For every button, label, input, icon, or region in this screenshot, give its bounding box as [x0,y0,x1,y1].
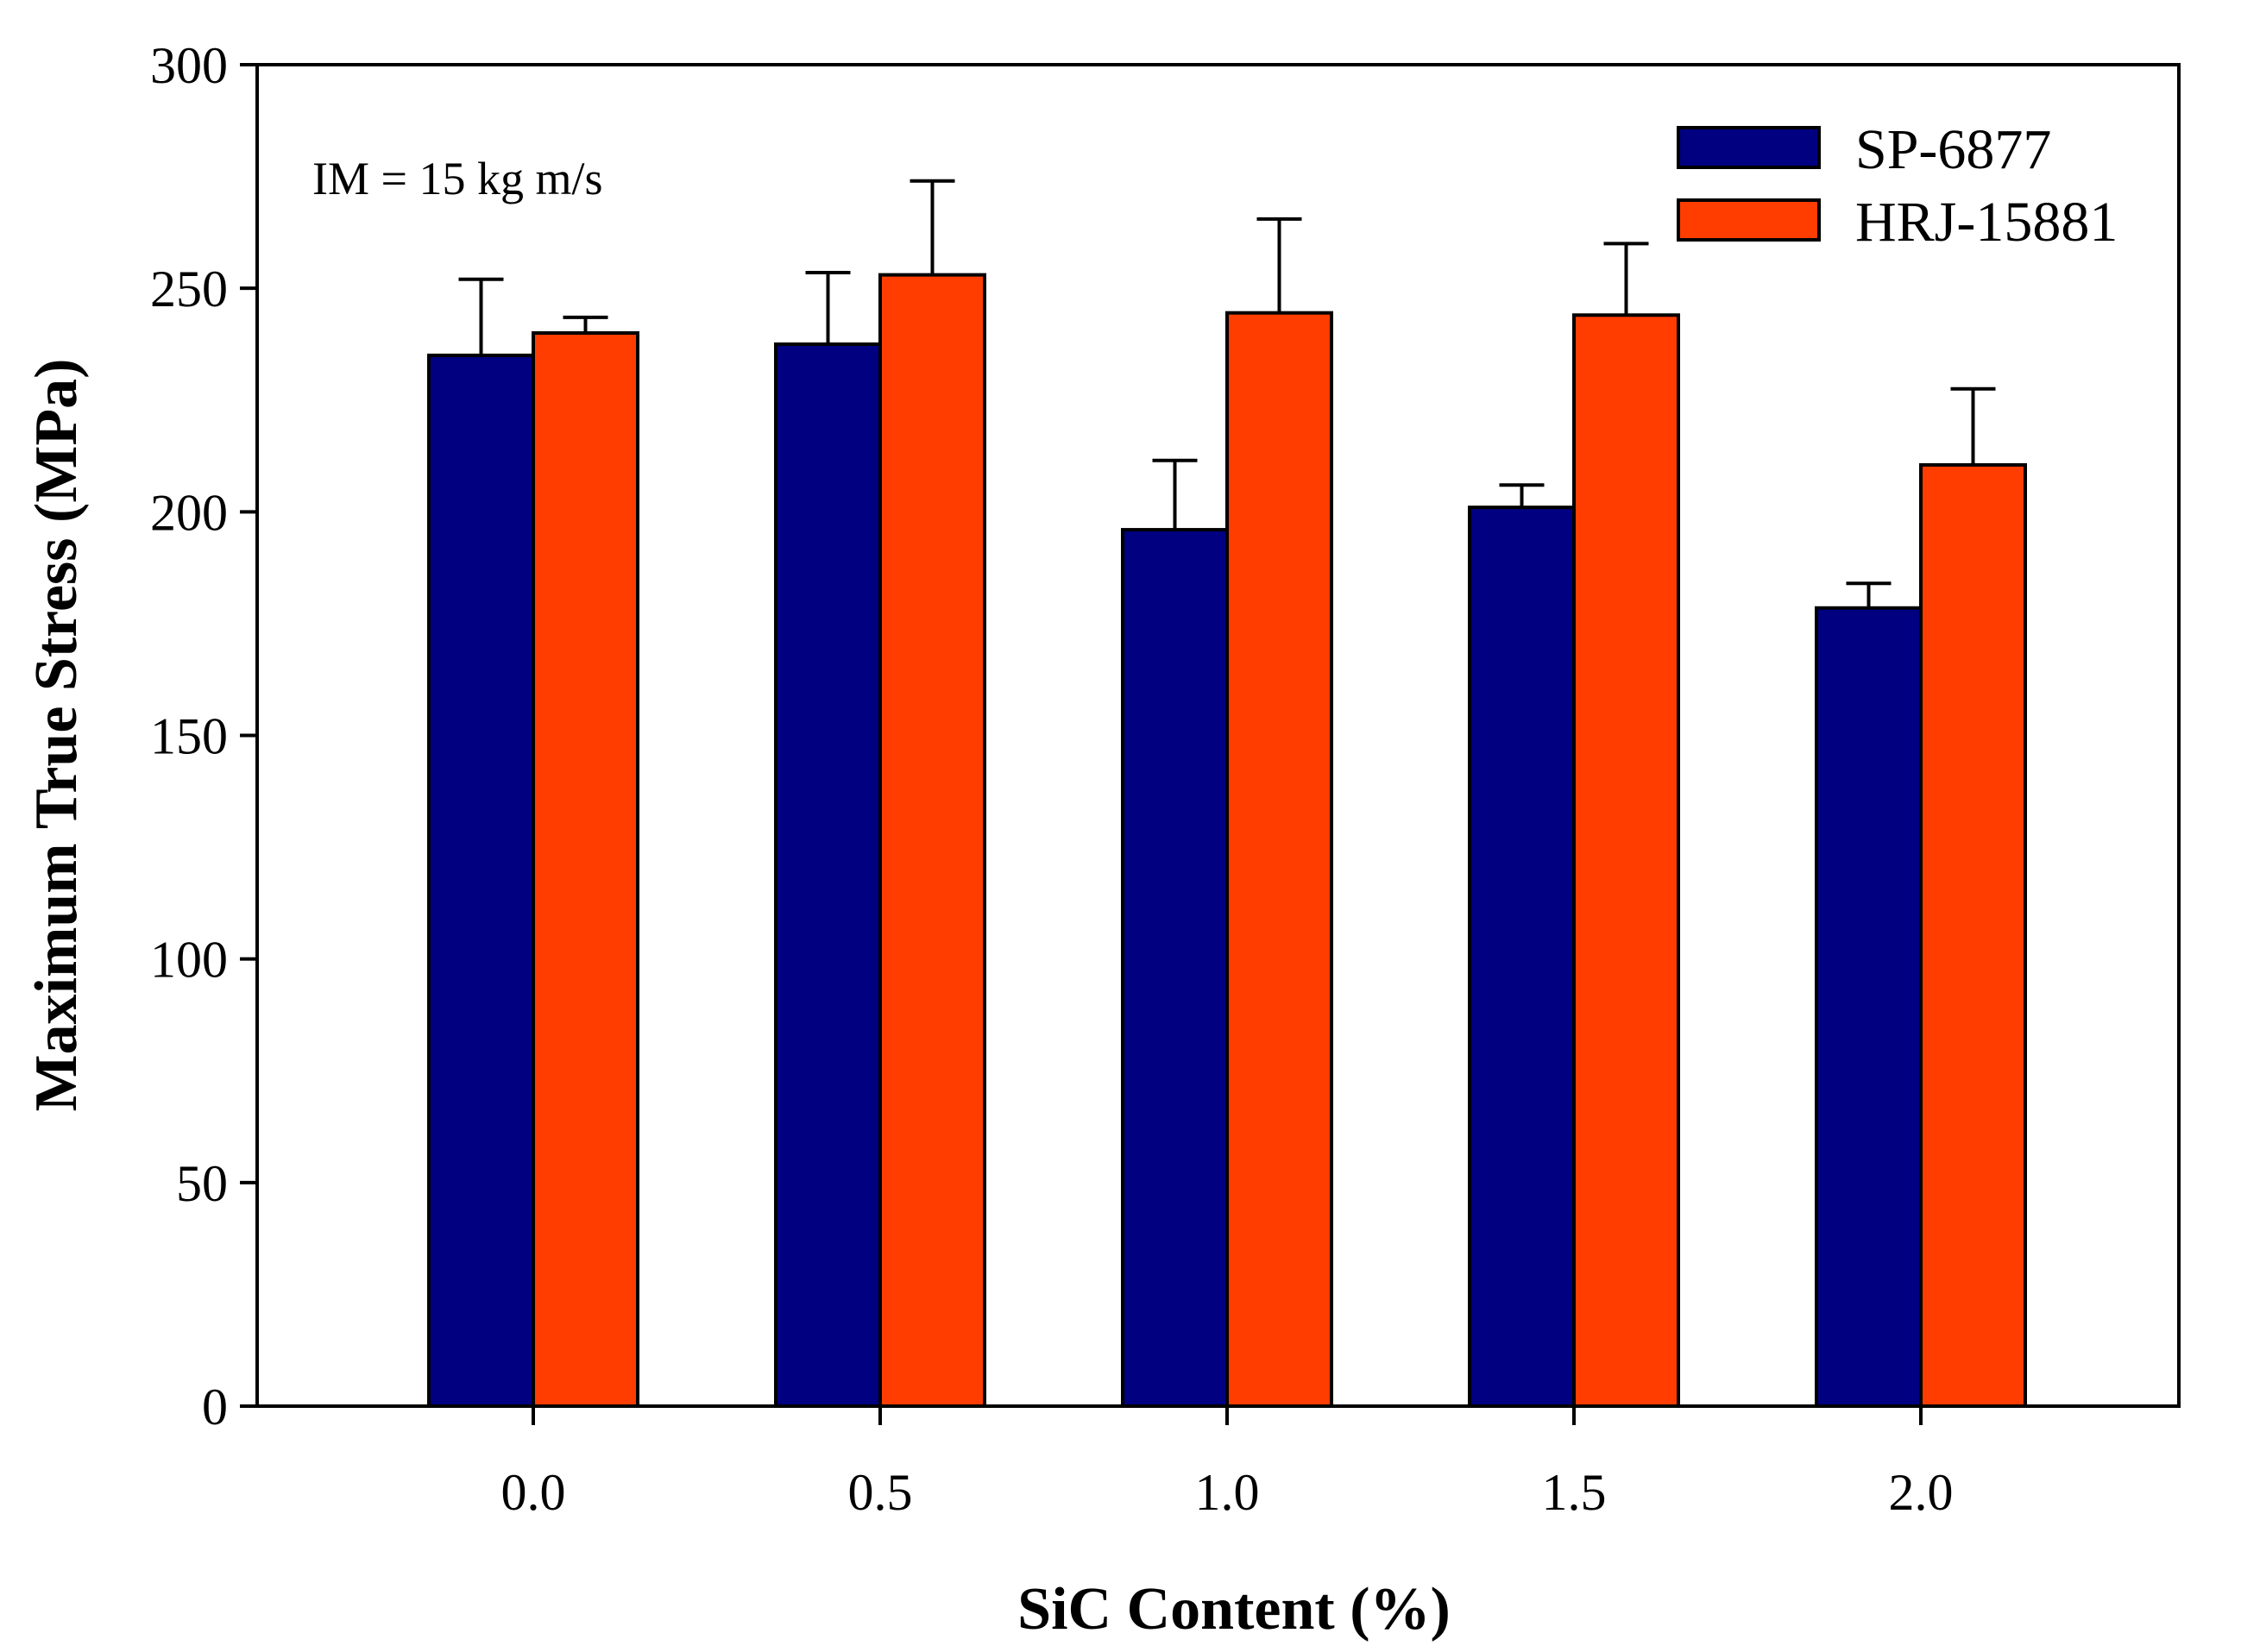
error-bar-sp-6877-0.0 [458,277,504,355]
x-axis: 0.0 0.5 1.0 1.5 2.0 [501,1406,1954,1521]
error-bar-sp-6877-1.0 [1152,458,1198,531]
legend-label-sp-6877: SP-6877 [1855,118,2051,181]
x-tick-label: 0.5 [848,1464,913,1521]
bar-hrj-15881-2.0 [1919,462,2027,1408]
bar-hrj-15881-1.0 [1225,311,1333,1408]
bars-layer [427,273,2027,1409]
annotation-text: IM = 15 kg m/s [312,153,602,204]
legend-swatch-hrj-15881 [1677,198,1821,242]
x-tick-label: 1.0 [1195,1464,1260,1521]
y-tick-label: 50 [176,1155,228,1212]
error-bar-hrj-15881-1.0 [1256,217,1302,313]
y-tick-label: 300 [150,37,228,94]
error-bar-hrj-15881-0.5 [910,179,955,275]
bar-sp-6877-1.5 [1468,506,1576,1408]
bar-hrj-15881-0.0 [532,331,639,1408]
x-tick-label: 1.5 [1542,1464,1607,1521]
x-tick-label: 0.0 [501,1464,566,1521]
bar-sp-6877-1.0 [1121,528,1229,1408]
bar-sp-6877-0.0 [427,353,535,1409]
y-tick-label: 250 [150,261,228,317]
x-axis-title: SiC Content (%) [1017,1576,1451,1643]
y-tick-label: 200 [150,484,228,541]
bar-sp-6877-2.0 [1815,606,1923,1408]
bar-hrj-15881-1.5 [1572,313,1680,1408]
bar-sp-6877-0.5 [774,342,882,1408]
error-bar-hrj-15881-2.0 [1950,386,1996,465]
y-tick-label: 100 [150,932,228,989]
x-tick-label: 2.0 [1889,1464,1954,1521]
error-bars-layer [458,179,1996,608]
error-bar-hrj-15881-1.5 [1603,242,1649,316]
legend: SP-6877 HRJ-15881 [1677,118,2118,254]
y-tick-label: 150 [150,708,228,765]
legend-label-hrj-15881: HRJ-15881 [1855,191,2118,254]
legend-swatch-sp-6877 [1677,126,1821,169]
bar-hrj-15881-0.5 [878,273,986,1408]
y-tick-label: 0 [202,1379,228,1435]
error-bar-sp-6877-1.5 [1499,483,1545,508]
error-bar-sp-6877-2.0 [1846,581,1892,608]
y-axis-title: Maximum True Stress (MPa) [23,359,90,1112]
y-axis: 0 50 100 150 200 250 300 [150,37,257,1435]
error-bar-hrj-15881-0.0 [563,315,608,333]
error-bar-sp-6877-0.5 [805,271,851,344]
